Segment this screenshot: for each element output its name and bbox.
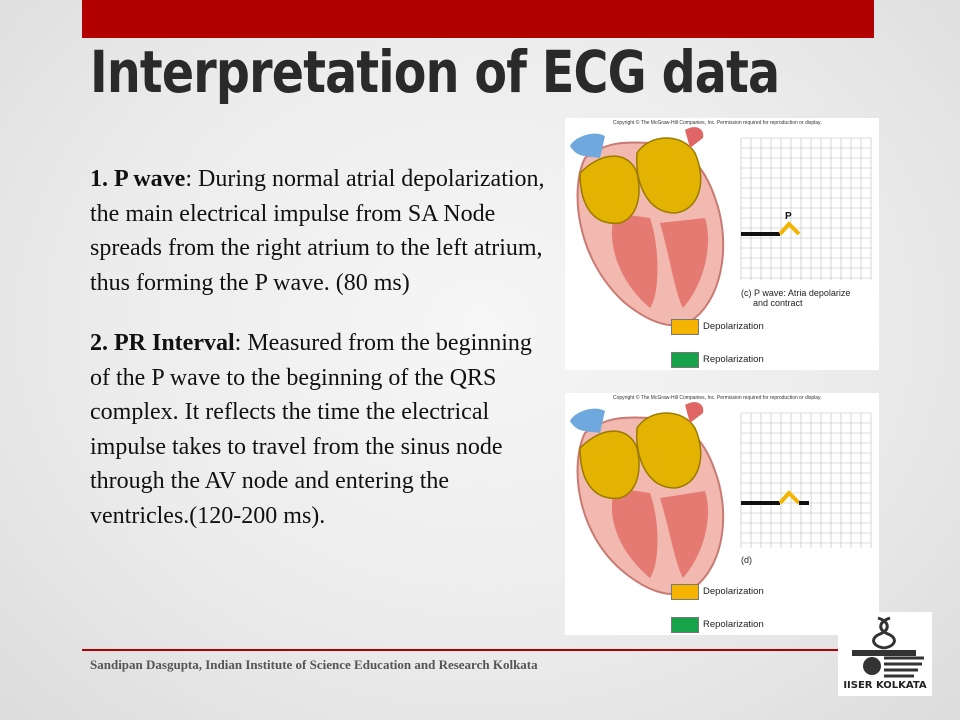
pr-interval-paragraph: 2. PR Interval: Measured from the beginn…	[90, 326, 552, 533]
iiser-logo: IISER KOLKATA	[838, 612, 932, 696]
footer-divider	[82, 649, 848, 651]
repolarization-label: Repolarization	[703, 619, 764, 630]
caption-line-2: and contract	[753, 298, 803, 308]
figure-caption: (d)	[741, 555, 752, 565]
logo-text: IISER KOLKATA	[843, 680, 927, 691]
depolarization-swatch	[671, 319, 699, 335]
p-wave-figure: Copyright © The McGraw-Hill Companies, I…	[565, 118, 879, 370]
figure-caption: (c) P wave: Atria depolarize and contrac…	[741, 288, 850, 308]
pr-interval-term: PR Interval	[114, 330, 235, 356]
footer-credit: Sandipan Dasgupta, Indian Institute of S…	[90, 657, 538, 672]
repolarization-label: Repolarization	[703, 354, 764, 365]
repolarization-swatch	[671, 352, 699, 368]
slide-title: Interpretation of ECG data	[90, 38, 780, 106]
figure-copyright: Copyright © The McGraw-Hill Companies, I…	[613, 395, 822, 401]
caption-line-1: (c) P wave: Atria depolarize	[741, 288, 851, 298]
pr-interval-figure: Copyright © The McGraw-Hill Companies, I…	[565, 393, 879, 635]
pr-interval-number: 2.	[90, 330, 108, 356]
heart-ecg-illustration	[570, 127, 872, 327]
slide-body: 1. P wave: During normal atrial depolari…	[90, 162, 552, 559]
p-wave-paragraph: 1. P wave: During normal atrial depolari…	[90, 162, 552, 300]
heart-ecg-illustration	[570, 402, 872, 595]
p-wave-number: 1.	[90, 166, 108, 192]
depolarization-swatch	[671, 584, 699, 600]
top-accent-bar	[82, 0, 874, 38]
p-wave-text: : During normal atrial depolarization, t…	[90, 166, 545, 296]
logo-emblem-icon	[852, 616, 924, 678]
depolarization-label: Depolarization	[703, 586, 764, 597]
repolarization-swatch	[671, 617, 699, 633]
depolarization-label: Depolarization	[703, 321, 764, 332]
p-wave-label: P	[785, 211, 792, 222]
pr-interval-text: : Measured from the beginning of the P w…	[90, 330, 532, 529]
p-wave-term: P wave	[114, 166, 186, 192]
figure-copyright: Copyright © The McGraw-Hill Companies, I…	[613, 120, 822, 126]
